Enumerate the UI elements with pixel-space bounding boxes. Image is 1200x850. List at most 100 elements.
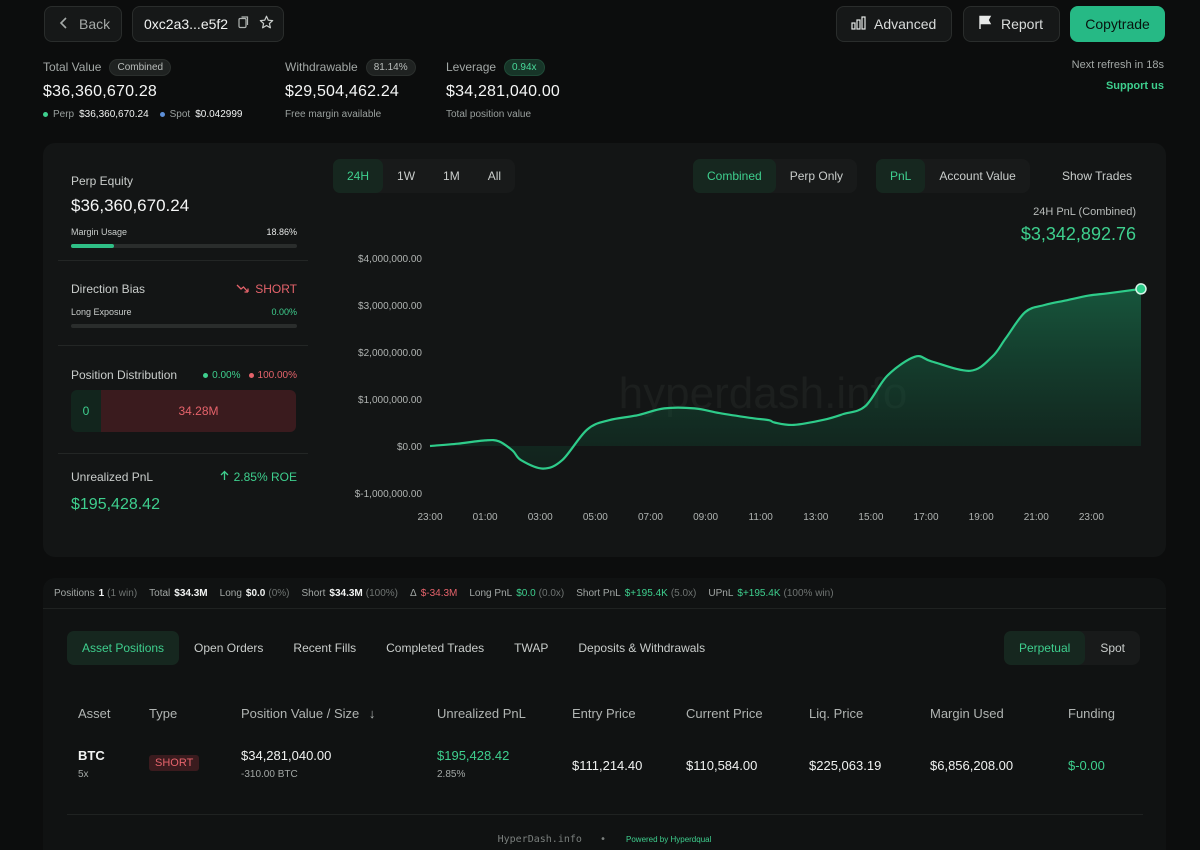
dist-short-pct: 100.00% [257, 369, 297, 381]
margin-usage-label: Margin Usage [71, 227, 128, 237]
show-trades-group: Show Trades [1048, 159, 1146, 193]
tab-spot[interactable]: Spot [1100, 641, 1125, 655]
leverage-stat: Leverage 0.94x $34,281,040.00 Total posit… [446, 58, 560, 120]
cell-type: SHORT [138, 730, 230, 810]
report-button[interactable]: Report [963, 6, 1060, 42]
perp-equity-value: $36,360,670.24 [71, 196, 190, 215]
position-distribution-label: Position Distribution [71, 368, 178, 382]
pnl-summary-value: $3,342,892.76 [1020, 224, 1136, 244]
positions-label: Positions [54, 588, 95, 599]
x-tick-label: 19:00 [969, 512, 994, 523]
perp-equity-label: Perp Equity [71, 174, 134, 188]
positions-count: 1 [98, 588, 105, 599]
short-pnl-note: (5.0x) [670, 588, 697, 599]
address-chip: 0xc2a3...e5f2 [132, 6, 284, 42]
long-dot-icon [203, 372, 209, 378]
short-pnl-summary: $+195.4K [624, 588, 668, 599]
short-note: (100%) [365, 588, 398, 599]
footer: HyperDash.info • Powered by Hyperdqual [43, 834, 1166, 845]
delta-summary: $-34.3M [420, 588, 458, 599]
long-pnl-note: (0.0x) [538, 588, 565, 599]
tab-recent-fills[interactable]: Recent Fills [293, 641, 357, 655]
direction-bias-label: Direction Bias [71, 282, 146, 296]
tab-deposits-withdrawals[interactable]: Deposits & Withdrawals [578, 641, 706, 655]
star-icon[interactable] [259, 15, 274, 33]
divider [58, 453, 308, 454]
footer-powered[interactable]: Powered by Hyperdqual [626, 835, 712, 844]
cell-entry-price: $111,214.40 [572, 758, 643, 773]
withdrawable-value: $29,504,462.24 [285, 83, 400, 100]
col-funding[interactable]: Funding [1068, 705, 1115, 721]
cell-upnl: $195,428.42 2.85% [426, 730, 561, 810]
pnl-summary-title: 24H PnL (Combined) [1033, 206, 1136, 218]
back-button[interactable]: Back [44, 6, 122, 42]
direction-bias-value: SHORT [255, 282, 297, 296]
tab-account-value[interactable]: Account Value [939, 169, 1016, 183]
x-tick-label: 23:00 [417, 512, 442, 523]
bar-chart-icon [851, 15, 866, 33]
tab-all[interactable]: All [487, 169, 502, 183]
tab-asset-positions[interactable]: Asset Positions [67, 631, 180, 665]
tab-perp-only[interactable]: Perp Only [789, 169, 844, 183]
pnl-area [430, 288, 1141, 469]
col-unrealized-pnl[interactable]: Unrealized PnL [437, 705, 526, 721]
footer-bullet: • [599, 834, 606, 845]
mode-tabs: Combined Perp Only [693, 159, 858, 193]
dist-long-pct: 0.00% [212, 369, 241, 381]
pnl-chart: hyperdash.info$4,000,000.00$3,000,000.00… [355, 254, 1147, 523]
long-pnl-summary: $0.0 [516, 588, 536, 599]
pnl-series-line [429, 287, 1142, 470]
upnl-label: UPnL [708, 588, 734, 599]
tab-1w[interactable]: 1W [397, 169, 416, 183]
wallet-address: 0xc2a3...e5f2 [144, 16, 229, 32]
back-label: Back [79, 16, 111, 32]
perp-label: Perp [53, 109, 75, 120]
x-tick-label: 11:00 [749, 512, 774, 523]
tab-1m[interactable]: 1M [443, 169, 460, 183]
tab-24h[interactable]: 24H [333, 159, 384, 193]
footer-brand[interactable]: HyperDash.info [497, 834, 582, 845]
tab-twap[interactable]: TWAP [514, 641, 549, 655]
long-exposure-value: 0.00% [271, 307, 297, 317]
y-tick-label: $0.00 [397, 442, 422, 453]
perp-value: $36,360,670.24 [79, 109, 149, 120]
copytrade-button[interactable]: Copytrade [1070, 6, 1165, 42]
short-label: Short [301, 588, 326, 599]
tab-pnl[interactable]: PnL [876, 159, 926, 193]
col-margin-used[interactable]: Margin Used [930, 705, 1004, 721]
unrealized-pnl-label: Unrealized PnL [71, 470, 154, 484]
position-distribution-bar: 0 34.28M [71, 390, 296, 432]
roe-value: 2.85% ROE [233, 470, 297, 484]
tab-combined[interactable]: Combined [693, 159, 776, 193]
cell-asset: BTC 5x [67, 730, 138, 810]
x-tick-label: 03:00 [528, 512, 553, 523]
positions-note: (1 win) [107, 588, 138, 599]
delta-label: Δ [410, 588, 417, 599]
col-entry-price[interactable]: Entry Price [572, 705, 636, 721]
col-type[interactable]: Type [149, 705, 178, 721]
withdrawable-label: Withdrawable [285, 60, 358, 74]
market-tabs: Perpetual Spot [1003, 631, 1140, 665]
x-tick-label: 09:00 [693, 512, 718, 523]
y-tick-label: $3,000,000.00 [358, 301, 422, 312]
divider [58, 260, 308, 261]
dist-long-segment: 0 [71, 390, 101, 432]
col-position-value[interactable]: Position Value / Size ↓ [230, 696, 426, 730]
col-position-value-label: Position Value / Size [241, 705, 360, 721]
leverage-label: Leverage [446, 60, 497, 74]
tab-completed-trades[interactable]: Completed Trades [386, 641, 485, 655]
col-liq-price[interactable]: Liq. Price [809, 705, 864, 721]
col-asset[interactable]: Asset [78, 705, 111, 721]
col-current-price[interactable]: Current Price [686, 705, 763, 721]
last-point-marker [1135, 283, 1147, 295]
report-label: Report [1001, 16, 1044, 32]
support-link[interactable]: Support us [1105, 80, 1164, 92]
advanced-button[interactable]: Advanced [836, 6, 952, 42]
tab-open-orders[interactable]: Open Orders [194, 641, 264, 655]
copy-icon[interactable] [238, 16, 249, 32]
table-row[interactable]: BTC 5x SHORT $34,281,040.00 -310.00 BTC $1… [67, 730, 1143, 810]
tab-perpetual[interactable]: Perpetual [1003, 631, 1086, 665]
show-trades-button[interactable]: Show Trades [1062, 169, 1133, 183]
long-exposure-bar [71, 324, 297, 328]
type-badge: SHORT [149, 755, 200, 771]
